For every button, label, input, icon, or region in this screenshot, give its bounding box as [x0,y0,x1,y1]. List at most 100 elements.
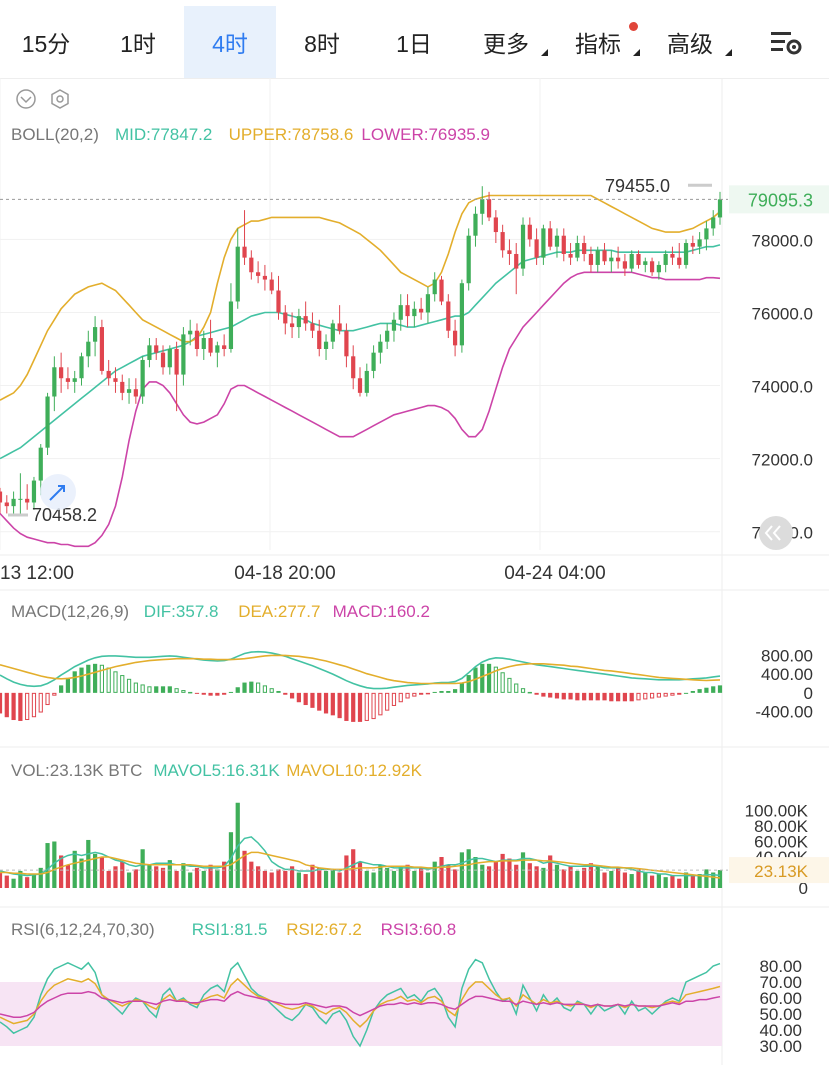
volume-bar [133,869,138,888]
candle-body [582,243,587,254]
volume-bar [120,861,125,888]
macd-histogram-bar [235,687,240,693]
macd-histogram-bar [289,692,295,699]
boll-legend-item: LOWER:76935.9 [361,125,490,144]
dropdown-triangle-icon [633,49,640,56]
tab-label: 8时 [304,31,340,57]
candle-body [38,447,43,481]
volume-bar [473,857,478,888]
macd-histogram-bar [133,682,138,693]
volume-bar [45,843,50,888]
macd-histogram-bar [371,692,376,720]
macd-histogram-bar [38,692,43,713]
notification-dot-icon [629,22,638,31]
volume-bar [622,872,628,888]
icon-hexagon [51,89,69,109]
volume-bar [636,869,641,888]
volume-bar [514,864,519,888]
macd-histogram-bar [72,671,77,693]
tab-6[interactable]: 指标 [552,6,644,78]
macd-histogram-bar [717,685,723,693]
volume-bar [181,863,186,888]
macd-histogram-bar [405,692,410,699]
macd-histogram-bar [602,692,607,701]
macd-histogram-bar [466,675,471,693]
macd-histogram-bar [59,685,64,693]
macd-histogram-bar [160,686,166,693]
rsi-tick-label: 60.00 [759,989,802,1008]
macd-histogram-bar [561,692,566,700]
candle-body [201,338,206,349]
macd-dea-line [0,654,721,685]
macd-histogram-bar [323,692,329,714]
macd-histogram-bar [412,692,417,697]
macd-histogram-bar [514,683,519,693]
volume-bar [0,872,3,888]
volume-bar [310,864,315,888]
volume-bar [228,832,234,888]
volume-bar [711,872,716,888]
tab-1[interactable]: 1时 [92,6,184,78]
macd-histogram-bar [181,690,186,693]
candle-body [52,367,57,397]
macd-histogram-bar [385,692,390,711]
volume-bar [582,867,587,888]
volume-bar [99,857,104,888]
tab-settings-button[interactable] [743,6,829,78]
volume-bar [500,853,505,888]
price-tick-label: 76000.0 [752,304,813,323]
max-price-label: 79455.0 [605,176,670,196]
volume-bar [357,861,363,888]
volume-bar [419,867,424,888]
macd-histogram-bar [296,692,301,703]
hexagon-settings-icon [51,89,69,109]
macd-legend-item: MACD(12,26,9) [11,602,129,621]
volume-bar [568,866,573,888]
vol-tick-label: 80.00K [754,817,809,836]
last-volume-label: 23.13K [754,862,809,881]
macd-histogram-bar [215,692,220,696]
volume-bar [541,867,546,888]
candle-body [683,243,689,265]
candle-body [59,367,64,379]
rsi-tick-label: 30.00 [759,1037,802,1056]
tab-3[interactable]: 8时 [276,6,368,78]
candle-body [228,301,234,349]
candle-body [330,323,335,342]
candle-body [106,370,111,379]
candle-body [45,396,50,448]
candle-body [0,491,3,503]
macd-histogram-bar [262,685,268,693]
macd-histogram-bar [595,692,600,701]
volume-bar [398,866,403,888]
tab-5[interactable]: 更多 [460,6,552,78]
macd-histogram-bar [120,675,125,693]
macd-histogram-bar [419,692,424,695]
volume-bar [643,872,648,888]
tab-0[interactable]: 15分 [0,6,92,78]
candle-body [174,349,179,375]
candle-body [269,279,274,291]
candle-body [364,370,369,393]
volume-bar [649,875,655,888]
macd-histogram-bar [249,681,254,693]
volume-bar [38,867,43,888]
vol-legend-item: VOL:23.13K BTC [11,761,142,780]
candle-body [575,243,580,258]
candle-body [18,498,23,500]
volume-bar [405,864,410,888]
candle-body [31,480,37,503]
boll-upper-line [0,194,721,401]
tab-4[interactable]: 1日 [368,6,460,78]
volume-bar [4,875,9,888]
volume-bar [425,872,431,888]
vol-tick-label: 0 [799,879,808,898]
candle-body [188,330,193,335]
tab-7[interactable]: 高级 [644,6,736,78]
macd-histogram-bar [446,690,451,693]
candle-body [4,502,9,507]
boll-mid-line [0,244,721,460]
tab-2[interactable]: 4时 [184,6,276,78]
volume-bar [256,866,261,888]
macd-histogram-bar [147,686,152,693]
